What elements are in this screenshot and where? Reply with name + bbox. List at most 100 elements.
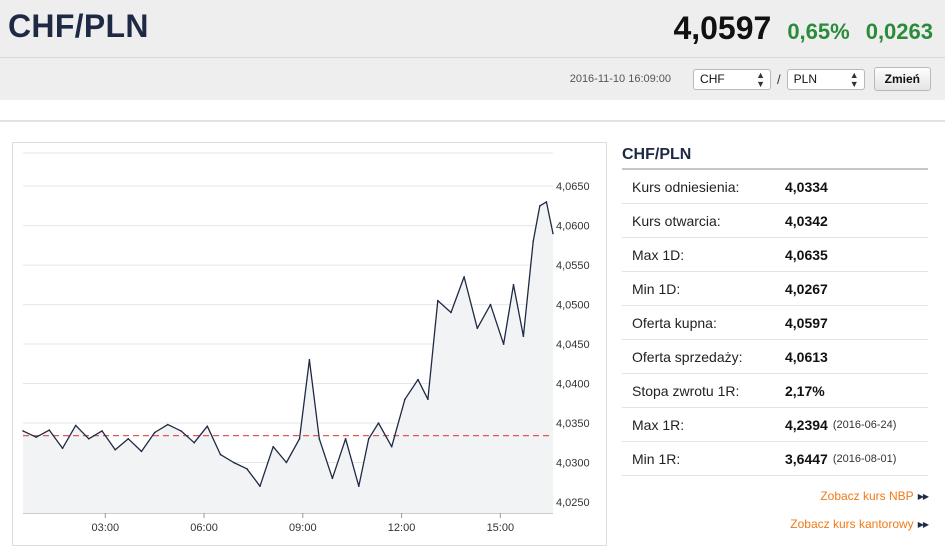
link-label: Zobacz kurs NBP [820,489,914,503]
info-row-label: Min 1D: [632,280,681,297]
change-button[interactable]: Zmień [873,67,931,91]
price-point [417,378,419,381]
price-point [545,201,548,203]
price-point [539,205,541,207]
price-point [512,284,515,286]
y-tick-label: 4,0500 [556,300,590,312]
price-point [476,327,479,330]
nbp-rate-link[interactable]: Zobacz kurs NBP ▶▶ [820,489,929,503]
y-tick-label: 4,0650 [556,181,590,193]
to-currency-select[interactable]: PLN ▲ ▼ [786,68,865,90]
price-point [259,485,261,488]
price-point [61,447,64,450]
price-point [463,276,465,278]
price-point [114,449,116,451]
info-row: Max 1R: 4,2394 (2016-06-24) [622,408,928,442]
price-point [522,335,525,337]
price-point [308,359,311,361]
info-row-value: 3,6447 [785,450,828,467]
info-row-label: Stopa zwrotu 1R: [632,382,740,399]
price-point [367,438,370,440]
info-row-label: Kurs otwarcia: [632,212,721,229]
price-chart[interactable]: 4,0250 4,0300 4,0350 4,0400 4,0450 4,0500 4,05… [12,142,607,546]
chart-svg: 4,0250 4,0300 4,0350 4,0400 4,0450 4,0500 4,05… [22,152,590,534]
select-arrows-icon: ▲ ▼ [849,69,859,89]
price-point [358,485,360,488]
info-row: Oferta kupna: 4,0597 [622,306,928,340]
section-divider [0,120,945,122]
x-tick-label: 12:00 [388,522,416,534]
x-tick-label: 06:00 [190,522,218,534]
header-bar: CHF/PLN 4,0597 0,65% 0,0263 2016-11-10 1… [0,0,945,100]
info-row: Max 1D: 4,0635 [622,238,928,272]
price-point [206,425,209,428]
price-point [74,424,77,427]
x-tick-label: 03:00 [92,522,120,534]
y-tick-label: 4,0250 [556,497,590,509]
y-tick-label: 4,0450 [556,339,590,351]
price-point [427,398,429,401]
timestamp: 2016-11-10 16:09:00 [569,73,672,85]
price-block: 4,0597 0,65% 0,0263 [673,10,933,47]
price-point [127,438,130,440]
info-row: Kurs odniesienia: 4,0334 [622,170,928,204]
info-row: Kurs otwarcia: 4,0342 [622,204,928,238]
current-price: 4,0597 [673,10,772,46]
price-point [502,343,505,345]
price-point [88,438,90,440]
price-point [532,240,534,243]
price-point [377,422,380,424]
info-row: Min 1R: 3,6447 (2016-08-01) [622,442,928,476]
y-tick-label: 4,0300 [556,457,590,469]
page-title: CHF/PLN [8,8,149,44]
info-panel: CHF/PLN Kurs odniesienia: 4,0334 Kurs otwa… [622,142,928,476]
price-point [404,398,406,401]
info-row-label: Max 1R: [632,416,685,433]
info-row: Stopa zwrotu 1R: 2,17% [622,374,928,408]
y-tick-label: 4,0600 [556,221,590,233]
price-point [331,477,334,480]
info-table: Kurs odniesienia: 4,0334 Kurs otwarcia: 4,0… [622,170,928,476]
y-tick-label: 4,0350 [556,418,590,430]
info-title: CHF/PLN [622,142,928,170]
price-point [450,311,452,314]
exchange-office-rate-link[interactable]: Zobacz kurs kantorowy ▶▶ [790,517,929,531]
price-point [22,430,24,432]
price-point [232,461,235,464]
x-tick-label: 15:00 [487,522,515,534]
currency-controls: 2016-11-10 16:09:00 CHF ▲ ▼ / PLN ▲ ▼ Zmie… [570,67,931,91]
price-point [318,438,321,440]
double-chevron-right-icon: ▶▶ [917,491,929,501]
price-point [489,303,492,306]
to-currency-value: PLN [793,71,817,86]
price-area [23,201,553,513]
info-row-value: 4,0597 [785,314,828,331]
info-row-value: 4,0342 [785,212,828,229]
info-row-label: Oferta kupna: [632,314,717,331]
info-row-value: 4,0613 [785,348,828,365]
price-point [285,461,288,464]
price-point [344,438,347,440]
info-row-value: 4,0334 [785,178,828,195]
from-currency-select[interactable]: CHF ▲ ▼ [693,68,772,90]
change-percent: 0,65% [787,19,850,44]
change-absolute: 0,0263 [865,19,933,44]
info-row-value: 4,0267 [785,280,828,297]
y-tick-label: 4,0400 [556,379,590,391]
price-point [153,431,156,434]
info-row-label: Kurs odniesienia: [632,178,740,195]
price-point [48,429,51,431]
price-point [246,468,248,470]
price-point [167,423,169,426]
price-point [140,450,143,453]
from-currency-value: CHF [700,71,725,86]
price-point [35,436,37,439]
price-point [193,441,195,444]
price-point [552,232,554,235]
y-tick-label: 4,0550 [556,260,590,272]
price-point [219,453,222,456]
info-row-date: (2016-08-01) [832,452,897,465]
price-point [298,438,301,440]
price-point [437,299,439,302]
x-tick-label: 09:00 [289,522,317,534]
